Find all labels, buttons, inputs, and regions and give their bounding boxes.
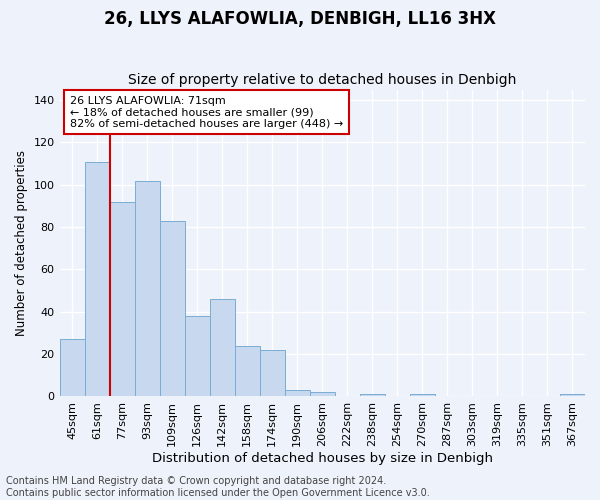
Bar bbox=[285, 390, 310, 396]
Bar bbox=[185, 316, 209, 396]
Bar bbox=[410, 394, 435, 396]
Bar bbox=[59, 340, 85, 396]
Bar bbox=[310, 392, 335, 396]
Bar bbox=[134, 180, 160, 396]
Title: Size of property relative to detached houses in Denbigh: Size of property relative to detached ho… bbox=[128, 73, 517, 87]
Text: 26, LLYS ALAFOWLIA, DENBIGH, LL16 3HX: 26, LLYS ALAFOWLIA, DENBIGH, LL16 3HX bbox=[104, 10, 496, 28]
Bar bbox=[110, 202, 134, 396]
Bar bbox=[235, 346, 260, 397]
Bar bbox=[209, 299, 235, 396]
Text: 26 LLYS ALAFOWLIA: 71sqm
← 18% of detached houses are smaller (99)
82% of semi-d: 26 LLYS ALAFOWLIA: 71sqm ← 18% of detach… bbox=[70, 96, 343, 129]
Bar bbox=[360, 394, 385, 396]
Bar bbox=[260, 350, 285, 397]
Bar bbox=[560, 394, 585, 396]
X-axis label: Distribution of detached houses by size in Denbigh: Distribution of detached houses by size … bbox=[152, 452, 493, 465]
Bar bbox=[160, 221, 185, 396]
Bar bbox=[85, 162, 110, 396]
Text: Contains HM Land Registry data © Crown copyright and database right 2024.
Contai: Contains HM Land Registry data © Crown c… bbox=[6, 476, 430, 498]
Y-axis label: Number of detached properties: Number of detached properties bbox=[15, 150, 28, 336]
